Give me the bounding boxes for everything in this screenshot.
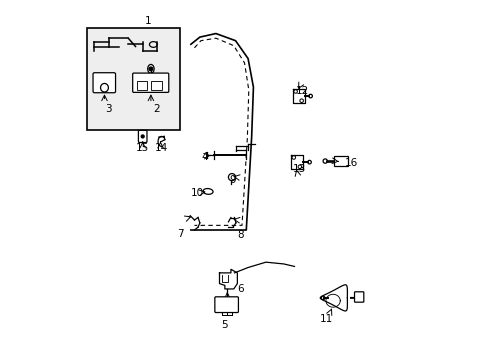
Bar <box>87 28 180 130</box>
Text: 4: 4 <box>202 152 208 162</box>
FancyBboxPatch shape <box>93 73 115 93</box>
Text: 16: 16 <box>345 158 358 168</box>
FancyBboxPatch shape <box>138 130 147 143</box>
Circle shape <box>149 67 152 71</box>
Text: 11: 11 <box>319 314 333 324</box>
Bar <box>136 81 147 90</box>
FancyBboxPatch shape <box>214 297 238 312</box>
Text: 7: 7 <box>177 229 183 239</box>
Bar <box>151 81 162 90</box>
Text: 12: 12 <box>295 86 308 96</box>
FancyBboxPatch shape <box>354 292 363 302</box>
Text: 2: 2 <box>153 104 160 113</box>
Text: 5: 5 <box>221 320 228 330</box>
Text: 1: 1 <box>144 16 151 26</box>
Text: 15: 15 <box>136 143 149 153</box>
Text: 6: 6 <box>237 284 244 294</box>
Circle shape <box>141 135 144 138</box>
Text: 9: 9 <box>229 175 236 185</box>
Text: 14: 14 <box>155 143 168 153</box>
FancyBboxPatch shape <box>132 73 168 93</box>
Bar <box>333 156 347 166</box>
Text: 8: 8 <box>237 230 244 240</box>
Text: 10: 10 <box>190 188 203 198</box>
Text: 13: 13 <box>293 164 306 174</box>
Text: 3: 3 <box>105 104 112 113</box>
